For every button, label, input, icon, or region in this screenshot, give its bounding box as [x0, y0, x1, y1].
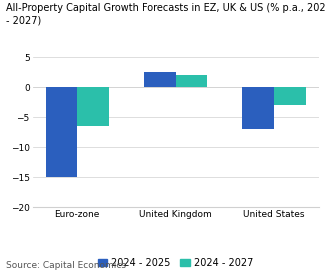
- Bar: [176, 75, 207, 87]
- Bar: [242, 87, 274, 129]
- Bar: [144, 72, 176, 87]
- Text: Source: Capital Economics: Source: Capital Economics: [6, 261, 126, 270]
- Bar: [46, 87, 77, 177]
- Bar: [274, 87, 305, 105]
- Legend: 2024 - 2025, 2024 - 2027: 2024 - 2025, 2024 - 2027: [94, 254, 257, 272]
- Bar: [77, 87, 109, 126]
- Text: All-Property Capital Growth Forecasts in EZ, UK & US (% p.a., 2023
- 2027): All-Property Capital Growth Forecasts in…: [6, 3, 325, 25]
